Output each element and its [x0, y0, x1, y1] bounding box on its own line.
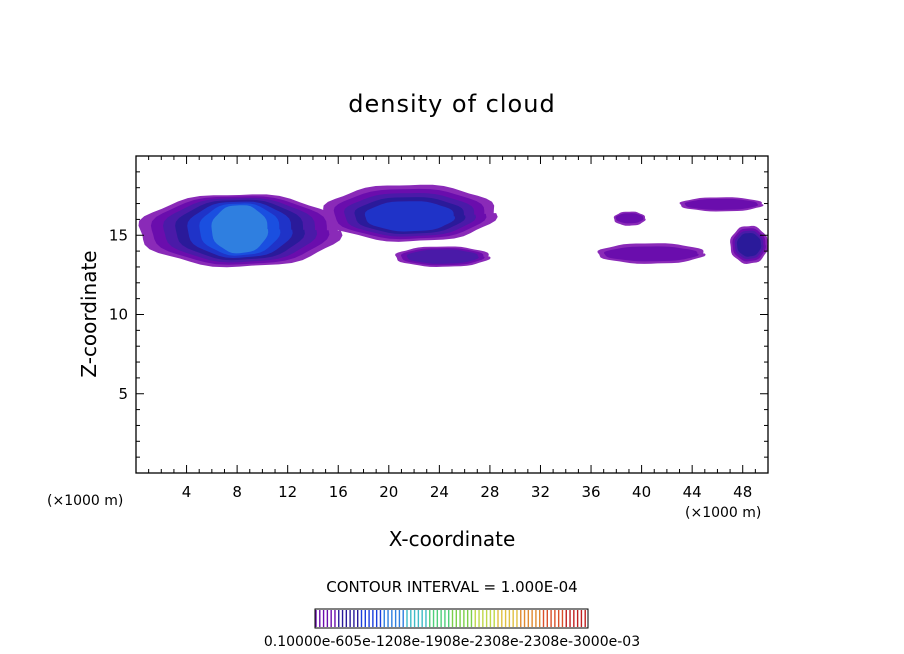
mid-upper-cloud-level-4 — [364, 201, 456, 232]
colorbar-cell — [360, 609, 384, 628]
x-axis-label: X-coordinate — [389, 527, 516, 551]
y-axis-label: Z-coordinate — [77, 250, 101, 377]
east-patch-2-level-1 — [603, 246, 699, 262]
x-tick-label: 48 — [733, 483, 752, 501]
east-patch-1-level-1 — [615, 213, 644, 224]
x-tick-label: 32 — [531, 483, 550, 501]
y-tick-label: 10 — [109, 306, 128, 324]
x-tick-label: 44 — [683, 483, 702, 501]
colorbar-cell — [406, 609, 430, 628]
colorbar-frame — [314, 608, 589, 629]
colorbar-cell — [451, 609, 475, 628]
main-cloud-level-6 — [211, 205, 269, 254]
x-tick-label: 24 — [430, 483, 449, 501]
x-tick-labels: 4 8 12 16 20 24 28 32 36 40 44 48 — [182, 483, 752, 501]
colorbar-cell — [337, 609, 361, 628]
x-tick-label: 40 — [632, 483, 651, 501]
colorbar-labels: 0.10000e-605e-1208e-1908e-2308e-2308e-30… — [264, 634, 640, 650]
cloud-field — [138, 184, 769, 268]
x-tick-label: 4 — [182, 483, 192, 501]
x-tick-label: 28 — [480, 483, 499, 501]
y-tick-label: 15 — [109, 226, 128, 244]
x-tick-label: 12 — [278, 483, 297, 501]
east-edge-cloud-level-3 — [736, 233, 762, 257]
axis-ticks — [136, 156, 768, 473]
x-tick-label: 16 — [329, 483, 348, 501]
colorbar — [314, 608, 589, 629]
x-tick-label: 8 — [232, 483, 242, 501]
x-tick-label: 36 — [581, 483, 600, 501]
colorbar-cell — [565, 609, 589, 628]
y-tick-label: 5 — [118, 385, 128, 403]
colorbar-cell — [497, 609, 521, 628]
mid-lower-cloud-level-2 — [406, 249, 479, 264]
colorbar-cell — [383, 609, 407, 628]
y-tick-labels: 5 10 15 — [109, 226, 128, 403]
chart-title: density of cloud — [348, 90, 555, 118]
x-unit-left: (×1000 m) — [47, 493, 123, 509]
colorbar-cell — [474, 609, 498, 628]
east-patch-3-level-1 — [684, 198, 759, 210]
colorbar-cell — [519, 609, 543, 628]
contour-interval: CONTOUR INTERVAL = 1.000E-04 — [326, 578, 577, 596]
x-tick-label: 20 — [379, 483, 398, 501]
colorbar-cell — [428, 609, 452, 628]
colorbar-cell — [542, 609, 566, 628]
x-unit-right: (×1000 m) — [685, 505, 761, 521]
colorbar-cell — [315, 609, 339, 628]
